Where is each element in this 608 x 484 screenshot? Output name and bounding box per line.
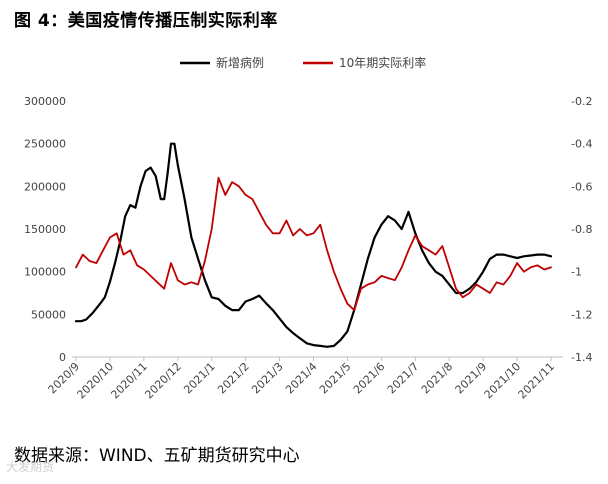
x-tick-label: 2020/11 xyxy=(108,360,150,402)
right-tick-label: -0.8 xyxy=(571,223,592,236)
x-tick-label: 2020/10 xyxy=(75,360,117,402)
left-tick-label: 300000 xyxy=(24,95,66,108)
series-layer xyxy=(74,142,553,348)
legend-label-cases: 新增病例 xyxy=(216,55,264,70)
right-tick-label: -1.2 xyxy=(571,308,592,321)
x-tick-label: 2021/4 xyxy=(283,360,320,397)
right-tick-label: -0.6 xyxy=(571,180,592,193)
left-tick-label: 150000 xyxy=(24,223,66,236)
left-tick-label: 250000 xyxy=(24,138,66,151)
series-line-new-cases xyxy=(74,142,553,348)
x-tick-label: 2021/6 xyxy=(351,360,388,397)
legend: 新增病例 10年期实际利率 xyxy=(180,55,426,70)
left-axis-ticks: 0 50000 100000 150000 200000 250000 300000 xyxy=(24,95,66,364)
x-tick-label: 2021/7 xyxy=(385,360,422,397)
left-tick-label: 50000 xyxy=(31,308,66,321)
right-tick-label: -0.2 xyxy=(571,95,592,108)
x-tick-label: 2021/3 xyxy=(249,360,286,397)
x-tick-label: 2021/8 xyxy=(419,360,456,397)
right-axis-ticks: -0.2 -0.4 -0.6 -0.8 -1 -1.2 -1.4 xyxy=(571,95,592,364)
legend-label-rate: 10年期实际利率 xyxy=(339,55,426,70)
right-tick-label: -0.4 xyxy=(571,138,592,151)
x-tick-label: 2021/5 xyxy=(317,360,354,397)
x-tick-label: 2021/11 xyxy=(516,360,558,402)
x-axis-ticks: 2020/92020/102020/112020/122021/12021/22… xyxy=(46,357,558,402)
chart: 新增病例 10年期实际利率 0 50000 100000 150000 200000 25… xyxy=(24,55,592,402)
watermark: 大发期货 xyxy=(6,460,55,474)
x-tick-label: 2021/1 xyxy=(181,360,218,397)
right-tick-label: -1.4 xyxy=(571,351,592,364)
series-line-real-rate xyxy=(75,176,552,311)
x-tick-label: 2020/12 xyxy=(142,360,184,402)
right-tick-label: -1 xyxy=(571,266,582,279)
x-tick-label: 2021/2 xyxy=(215,360,252,397)
left-tick-label: 200000 xyxy=(24,180,66,193)
source-note: 数据来源：WIND、五矿期货研究中心 xyxy=(14,446,300,466)
left-tick-label: 100000 xyxy=(24,266,66,279)
x-tick-label: 2021/10 xyxy=(482,360,524,402)
page-title: 图 4：美国疫情传播压制实际利率 xyxy=(14,11,278,31)
left-tick-label: 0 xyxy=(59,351,66,364)
